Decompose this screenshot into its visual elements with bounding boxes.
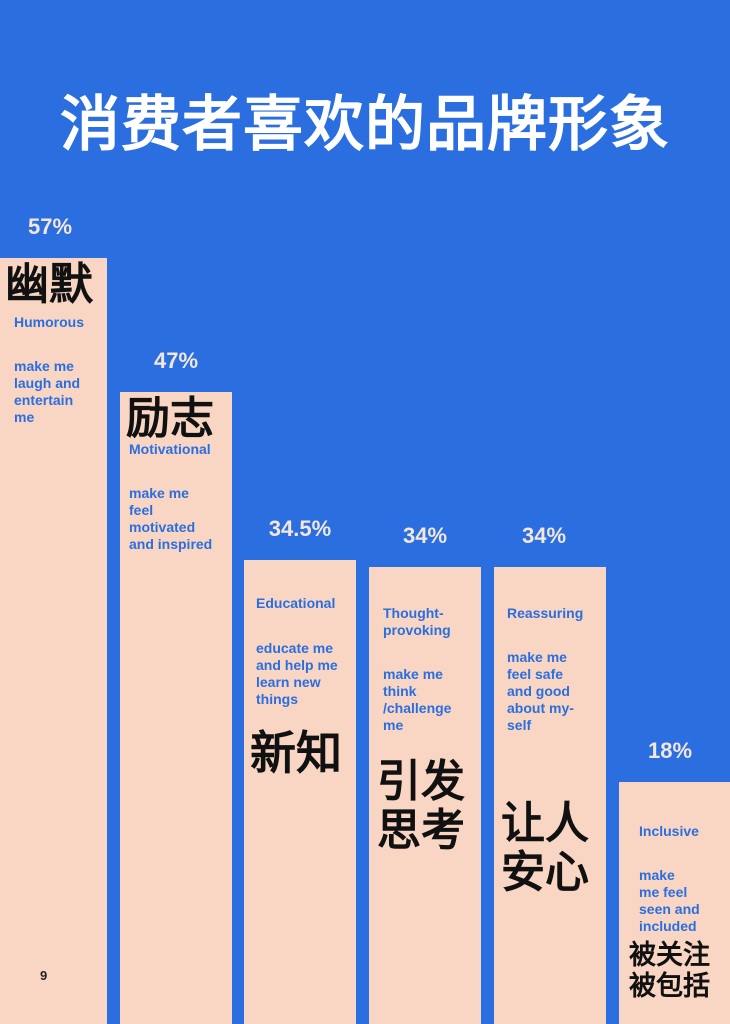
bar-percent-reassuring: 34% xyxy=(521,523,567,548)
bar-description: make me laugh and entertain me xyxy=(14,358,81,425)
bar-motivational: 励志 Motivational make me feel motivated a… xyxy=(120,392,232,1024)
bar-percent-humorous: 57% xyxy=(27,214,73,239)
bar-description: educate me and help me learn new things xyxy=(256,640,338,707)
bar-zh-label: 幽默 xyxy=(5,259,93,310)
page-title: 消费者喜欢的品牌形象 xyxy=(60,90,670,160)
bar-category-label: Humorous xyxy=(14,314,84,330)
bar-percent-inclusive: 18% xyxy=(647,738,693,763)
bar-percent-thought-provoking: 34% xyxy=(402,523,448,548)
page-number: 9 xyxy=(40,968,48,983)
bar-zh-label: 被关注 被包括 xyxy=(629,940,710,1003)
bar-description: make me feel seen and included xyxy=(639,867,700,934)
bar-category-label: Reassuring xyxy=(507,605,584,621)
bar-percent-educational: 34.5% xyxy=(268,516,332,541)
bar-category-label: Educational xyxy=(256,595,336,611)
bar-description: make me feel safe and good about my- sel… xyxy=(507,649,574,733)
bar-category-label: Inclusive xyxy=(639,823,699,839)
bar-category-label: Motivational xyxy=(129,441,211,457)
bar-zh-label: 引发 思考 xyxy=(377,756,465,857)
bar-reassuring: Reassuring make me feel safe and good ab… xyxy=(494,567,606,1024)
bar-zh-label: 新知 xyxy=(250,726,342,780)
bar-category-label: Thought- provoking xyxy=(383,605,451,638)
bar-zh-label: 让人 安心 xyxy=(501,798,589,899)
bar-thought-provoking: Thought- provoking make me think /challe… xyxy=(369,567,481,1024)
bar-inclusive: Inclusive make me feel seen and included… xyxy=(619,782,730,1024)
bar-educational: Educational educate me and help me learn… xyxy=(244,560,356,1024)
bar-description: make me think /challenge me xyxy=(383,666,452,733)
bar-zh-label: 励志 xyxy=(126,393,214,444)
bar-description: make me feel motivated and inspired xyxy=(129,485,213,552)
bar-percent-motivational: 47% xyxy=(153,348,199,373)
bar-humorous: 幽默 Humorous make me laugh and entertain … xyxy=(0,258,107,1024)
